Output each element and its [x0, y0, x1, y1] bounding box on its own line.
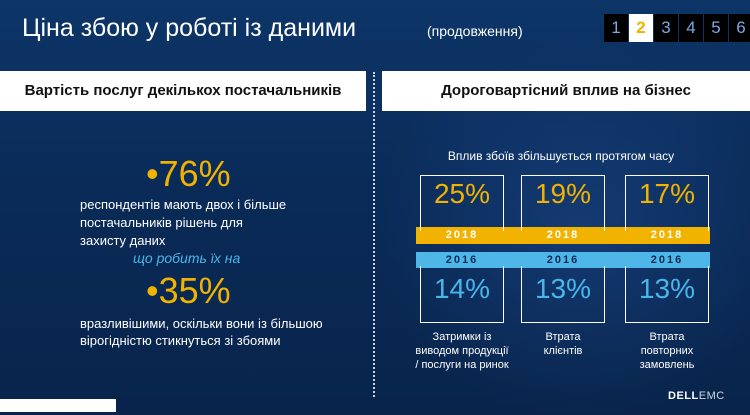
- stat-76-line-2: постачальників рішень для: [80, 215, 243, 230]
- page-2-button[interactable]: 2: [629, 14, 653, 42]
- page-5-button[interactable]: 5: [704, 14, 728, 42]
- card-3-label-line-3: замовлень: [639, 359, 695, 371]
- page-navigator: 1 2 3 4 5 6: [604, 14, 750, 42]
- card-3-value-2018: 17%: [638, 178, 696, 209]
- card-1-year-2016: 2016: [445, 254, 479, 266]
- card-1-value-2016: 14%: [433, 273, 491, 304]
- card-3-year-2016: 2016: [650, 254, 684, 266]
- connector-text: що робить їх на: [133, 250, 241, 266]
- right-section-heading: Дороговартісний вплив на бізнес: [382, 71, 750, 111]
- card-3-top-frame: [625, 175, 709, 231]
- card-1-label-line-2: виводом продукції: [415, 345, 509, 357]
- page-6-button[interactable]: 6: [729, 14, 750, 42]
- card-1-label: Затримки із виводом продукції / послуги …: [414, 330, 510, 372]
- stat-76-line-3: захисту даних: [80, 233, 166, 248]
- footer-bar: [0, 399, 116, 412]
- card-1-label-line-1: Затримки із: [432, 331, 492, 343]
- year-2018-band: [416, 227, 710, 244]
- card-2-value-2018: 19%: [534, 178, 592, 209]
- impact-caption: Вплив збоїв збільшується протягом часу: [447, 149, 675, 163]
- slide-subtitle: (продовження): [427, 23, 523, 39]
- card-3-bottom-frame: [625, 266, 709, 323]
- card-1-bottom-frame: [420, 266, 504, 323]
- card-2-value-2016: 13%: [534, 273, 592, 304]
- card-1-label-line-3: / послуги на ринок: [415, 359, 509, 371]
- stat-76-value: •76%: [146, 153, 231, 194]
- card-2-label: Втрата клієнтів: [515, 330, 611, 358]
- year-2016-band: [416, 252, 710, 268]
- card-3-year-2018: 2018: [650, 229, 684, 241]
- slide-title: Ціна збою у роботі із даними: [22, 14, 357, 42]
- card-2-label-line-2: клієнтів: [543, 345, 583, 357]
- card-1-top-frame: [420, 175, 504, 231]
- card-3-value-2016: 13%: [638, 273, 696, 304]
- dell-emc-logo: DELLEMC: [668, 390, 725, 402]
- card-2-bottom-frame: [521, 266, 605, 323]
- card-3-label-line-2: повторних: [640, 345, 694, 357]
- page-1-button[interactable]: 1: [604, 14, 628, 42]
- logo-suffix: EMC: [698, 390, 725, 402]
- card-2-year-2018: 2018: [546, 229, 580, 241]
- stat-35-line-2: вірогідністю стикнуться зі збоями: [80, 333, 281, 348]
- left-section-heading: Вартість послуг декількох постачальників: [0, 71, 366, 111]
- card-1-value-2018: 25%: [433, 178, 491, 209]
- stat-76-line-1: респондентів мають двох і більше: [80, 197, 287, 212]
- section-divider: [373, 72, 375, 397]
- card-3-label: Втрата повторних замовлень: [619, 330, 715, 372]
- card-2-top-frame: [521, 175, 605, 231]
- logo-brand: DELL: [668, 390, 699, 402]
- card-3-label-line-1: Втрата: [649, 331, 685, 343]
- card-1-year-2018: 2018: [445, 229, 479, 241]
- card-2-year-2016: 2016: [546, 254, 580, 266]
- page-4-button[interactable]: 4: [679, 14, 703, 42]
- stat-35-value: •35%: [146, 270, 231, 311]
- card-2-label-line-1: Втрата: [545, 331, 581, 343]
- stat-35-line-1: вразливішими, оскільки вони із більшою: [80, 316, 323, 331]
- page-3-button[interactable]: 3: [654, 14, 678, 42]
